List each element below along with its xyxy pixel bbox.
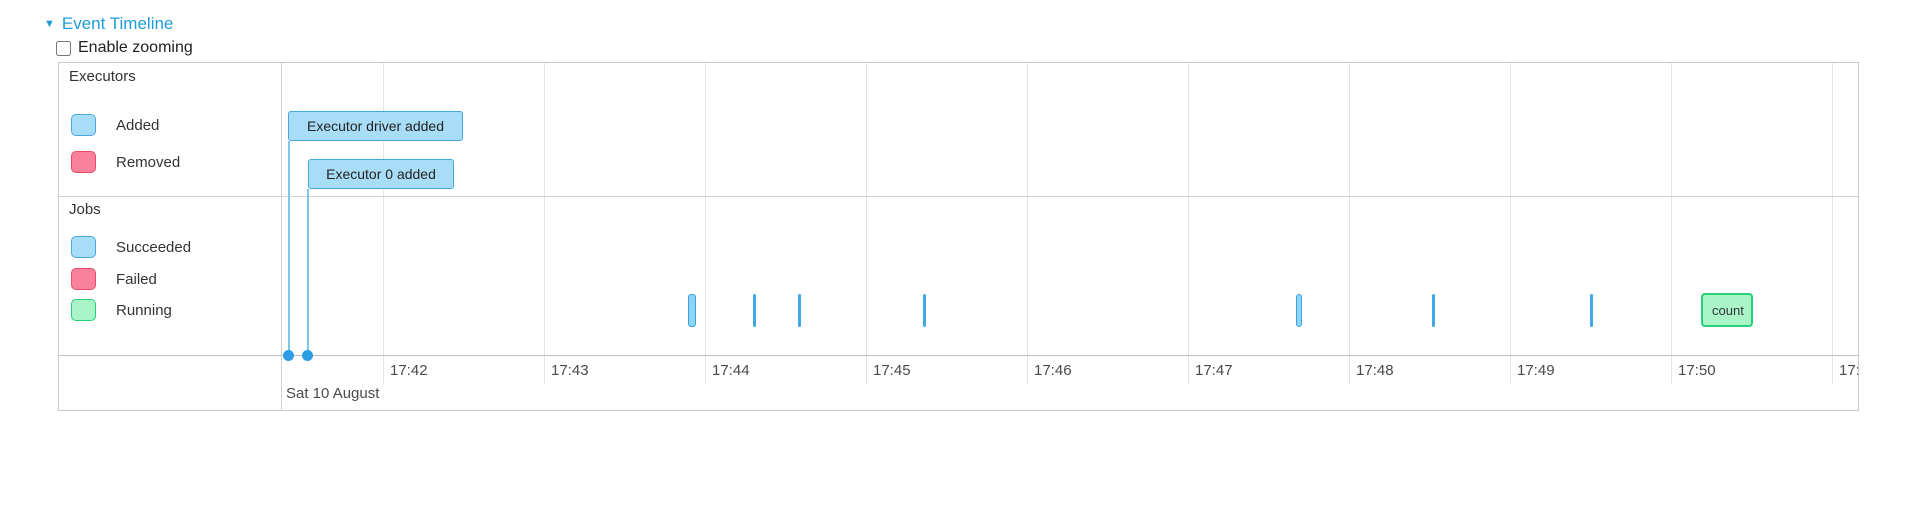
legend-label-succeeded: Succeeded — [116, 238, 192, 256]
legend-item-added: Added — [71, 114, 159, 136]
tick-label-17:50: 17:50 — [1678, 362, 1716, 379]
gridline-17:51 — [1832, 63, 1833, 384]
tick-label-17:43: 17:43 — [551, 362, 589, 379]
axis-date-label: Sat 10 August — [286, 385, 380, 402]
enable-zooming-checkbox[interactable] — [56, 40, 71, 56]
tick-label-17:48: 17:48 — [1356, 362, 1394, 379]
executor-event-box[interactable]: Executor driver added — [288, 111, 463, 141]
tick-label-17:45: 17:45 — [873, 362, 911, 379]
job-succeeded-bar[interactable] — [1590, 294, 1593, 327]
group-title-executors: Executors — [69, 68, 136, 85]
legend-label-failed: Failed — [116, 270, 157, 288]
failed-swatch-icon — [71, 268, 96, 290]
executor-event-box[interactable]: Executor 0 added — [308, 159, 454, 189]
enable-zooming-label: Enable zooming — [78, 39, 193, 56]
running-job-label: count — [1712, 302, 1744, 318]
gridline-17:44 — [705, 63, 706, 384]
job-succeeded-bar[interactable] — [923, 294, 926, 327]
event-timeline-title: Event Timeline — [61, 14, 174, 33]
succeeded-swatch-icon — [71, 236, 96, 258]
executors-jobs-divider — [59, 196, 1858, 197]
executor-event-stem — [288, 141, 290, 355]
tick-label-17:46: 17:46 — [1034, 362, 1072, 379]
executor-event-dot — [283, 350, 294, 361]
legend-item-running: Running — [71, 299, 172, 321]
legend-label-running: Running — [116, 301, 172, 319]
legend-item-removed: Removed — [71, 151, 180, 173]
gridline-17:48 — [1349, 63, 1350, 384]
running-swatch-icon — [71, 299, 96, 321]
legend-label-removed: Removed — [116, 153, 181, 171]
removed-swatch-icon — [71, 151, 96, 173]
legend-label-added: Added — [116, 116, 160, 134]
timeline-canvas[interactable] — [282, 63, 1858, 355]
gridline-17:50 — [1671, 63, 1672, 384]
timeline-panel: Executors Added Removed Jobs Succeeded F… — [58, 62, 1859, 411]
gridline-17:46 — [1027, 63, 1028, 384]
job-succeeded-bar[interactable] — [688, 294, 696, 327]
tick-label-17:44: 17:44 — [712, 362, 750, 379]
gridline-17:49 — [1510, 63, 1511, 384]
enable-zooming-row: Enable zooming — [56, 39, 193, 57]
gridline-17:42 — [383, 63, 384, 384]
gridline-17:43 — [544, 63, 545, 384]
legend-item-failed: Failed — [71, 268, 157, 290]
job-succeeded-bar[interactable] — [1432, 294, 1435, 327]
executor-event-dot — [302, 350, 313, 361]
tick-label-17:51: 17:51 — [1839, 362, 1858, 379]
group-title-jobs: Jobs — [69, 201, 101, 218]
legend-chart-divider — [281, 63, 282, 410]
event-timeline-toggle[interactable]: ▼ Event Timeline — [44, 14, 173, 34]
gridline-17:47 — [1188, 63, 1189, 384]
tick-label-17:42: 17:42 — [390, 362, 428, 379]
tick-label-17:49: 17:49 — [1517, 362, 1555, 379]
job-succeeded-bar[interactable] — [798, 294, 801, 327]
running-job-item[interactable]: count — [1701, 293, 1753, 327]
time-axis-line — [59, 355, 1858, 356]
job-succeeded-bar[interactable] — [1296, 294, 1302, 327]
job-succeeded-bar[interactable] — [753, 294, 756, 327]
collapse-triangle-icon: ▼ — [44, 17, 55, 30]
gridline-17:45 — [866, 63, 867, 384]
executor-event-stem — [307, 189, 309, 355]
tick-label-17:47: 17:47 — [1195, 362, 1233, 379]
added-swatch-icon — [71, 114, 96, 136]
legend-item-succeeded: Succeeded — [71, 236, 191, 258]
